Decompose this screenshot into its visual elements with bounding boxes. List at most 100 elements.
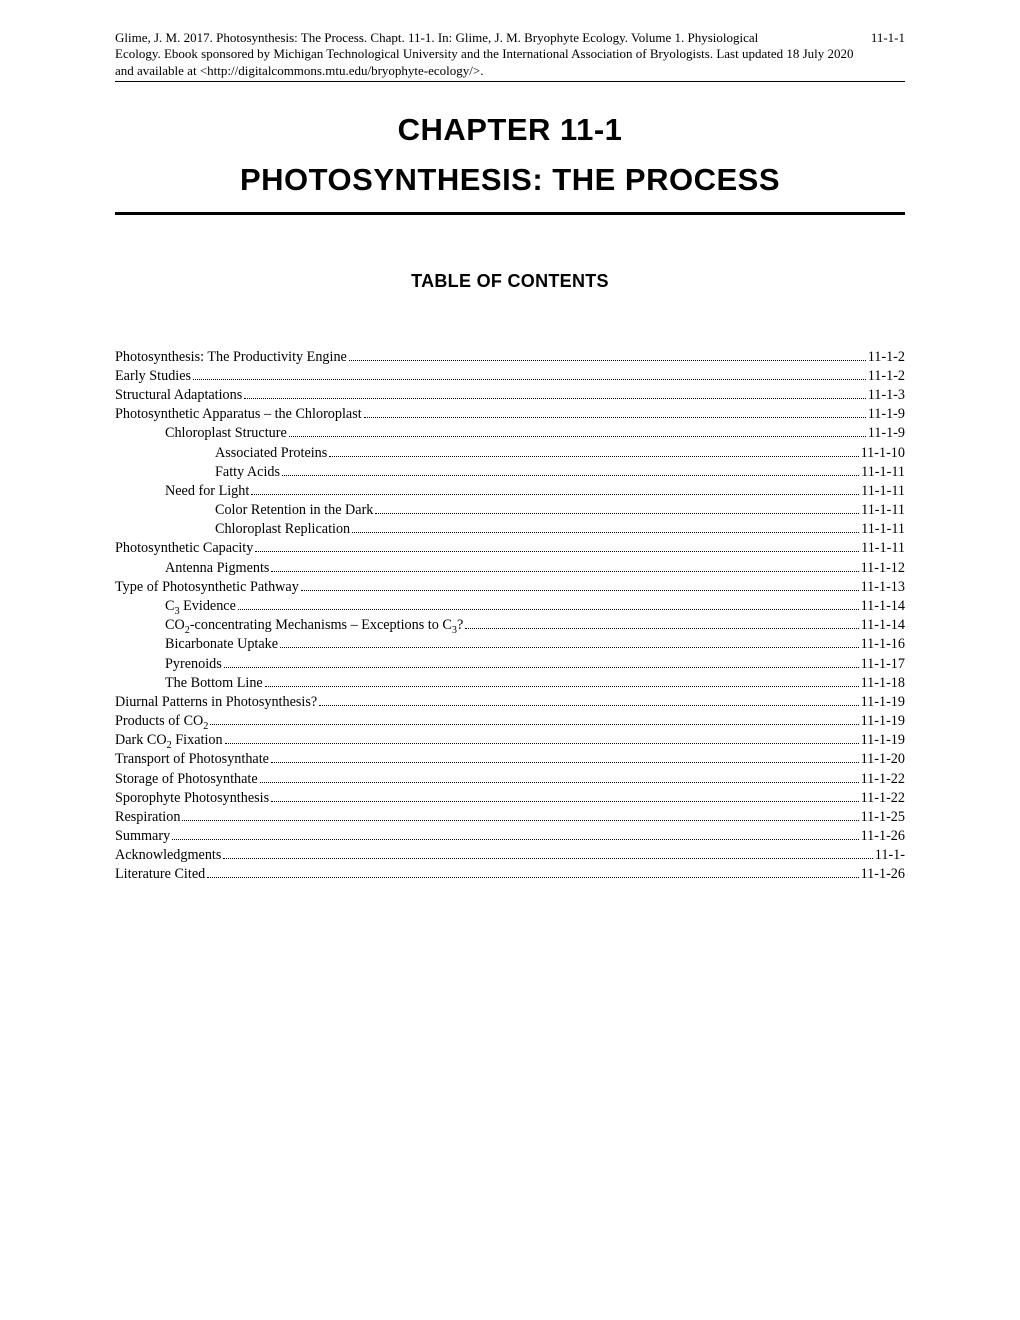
toc-page: 11-1-17: [861, 655, 905, 674]
toc-label: Literature Cited: [115, 865, 205, 884]
toc-leader-dots: [271, 571, 858, 572]
toc-leader-dots: [225, 743, 859, 744]
toc-leader-dots: [265, 686, 859, 687]
citation-line-3: and available at <http://digitalcommons.…: [115, 63, 905, 79]
toc-label: Chloroplast Replication: [215, 520, 350, 539]
toc-line: Summary 11-1-26: [115, 827, 905, 846]
toc-line: Transport of Photosynthate11-1-20: [115, 750, 905, 769]
toc-leader-dots: [280, 647, 859, 648]
toc-page: 11-1-25: [861, 808, 905, 827]
toc-label: Chloroplast Structure: [165, 424, 287, 443]
toc-label: Color Retention in the Dark: [215, 501, 373, 520]
toc-heading: TABLE OF CONTENTS: [115, 271, 905, 292]
toc-line: Color Retention in the Dark 11-1-11: [115, 501, 905, 520]
toc-leader-dots: [224, 667, 859, 668]
toc-label: Sporophyte Photosynthesis: [115, 789, 269, 808]
toc-page: 11-1-14: [861, 597, 905, 616]
toc-leader-dots: [301, 590, 859, 591]
toc-page: 11-1-2: [868, 367, 905, 386]
toc-page: 11-1-20: [861, 750, 905, 769]
toc-line: Storage of Photosynthate 11-1-22: [115, 770, 905, 789]
toc-page: 11-1-26: [861, 827, 905, 846]
toc-leader-dots: [182, 820, 858, 821]
toc-leader-dots: [244, 398, 865, 399]
toc-leader-dots: [319, 705, 858, 706]
toc-label: Associated Proteins: [215, 444, 327, 463]
toc-line: Respiration 11-1-25: [115, 808, 905, 827]
toc-label: CO2-concentrating Mechanisms – Exception…: [165, 616, 463, 635]
toc-leader-dots: [255, 551, 859, 552]
toc-label: Storage of Photosynthate: [115, 770, 258, 789]
toc-line: Photosynthesis: The Productivity Engine1…: [115, 348, 905, 367]
toc-line: CO2-concentrating Mechanisms – Exception…: [115, 616, 905, 635]
toc-label: Type of Photosynthetic Pathway: [115, 578, 299, 597]
toc-label: Structural Adaptations: [115, 386, 242, 405]
toc-leader-dots: [172, 839, 858, 840]
toc-line: Pyrenoids 11-1-17: [115, 655, 905, 674]
toc-leader-dots: [271, 801, 858, 802]
toc-line: Chloroplast Structure 11-1-9: [115, 424, 905, 443]
toc-line: Sporophyte Photosynthesis 11-1-22: [115, 789, 905, 808]
toc-label: Dark CO2 Fixation: [115, 731, 223, 750]
header-rule: [115, 81, 905, 82]
toc-line: Bicarbonate Uptake 11-1-16: [115, 635, 905, 654]
toc-leader-dots: [193, 379, 866, 380]
toc-label: Antenna Pigments: [165, 559, 269, 578]
toc-leader-dots: [349, 360, 866, 361]
toc-line: Photosynthetic Apparatus – the Chloropla…: [115, 405, 905, 424]
chapter-subtitle: PHOTOSYNTHESIS: THE PROCESS: [115, 162, 905, 198]
toc-line: Associated Proteins11-1-10: [115, 444, 905, 463]
toc-page: 11-1-19: [861, 712, 905, 731]
toc-page: 11-1-12: [861, 559, 905, 578]
toc-label: Photosynthetic Capacity: [115, 539, 253, 558]
toc-label: Pyrenoids: [165, 655, 222, 674]
toc-line: Early Studies 11-1-2: [115, 367, 905, 386]
toc-line: Antenna Pigments 11-1-12: [115, 559, 905, 578]
toc-page: 11-1-: [875, 846, 905, 865]
toc-page: 11-1-11: [861, 501, 905, 520]
toc-page: 11-1-14: [861, 616, 905, 635]
toc-page: 11-1-22: [861, 789, 905, 808]
toc-label: Acknowledgments: [115, 846, 221, 865]
toc-leader-dots: [282, 475, 859, 476]
toc-line: Need for Light 11-1-11: [115, 482, 905, 501]
toc-label: Respiration: [115, 808, 180, 827]
toc-leader-dots: [375, 513, 859, 514]
page-number: 11-1-1: [871, 30, 905, 46]
toc-page: 11-1-22: [861, 770, 905, 789]
toc-line: Acknowledgments 11-1-: [115, 846, 905, 865]
toc-line: Diurnal Patterns in Photosynthesis?11-1-…: [115, 693, 905, 712]
toc-line: Dark CO2 Fixation11-1-19: [115, 731, 905, 750]
toc-leader-dots: [364, 417, 866, 418]
toc-page: 11-1-11: [861, 482, 905, 501]
toc-label: Need for Light: [165, 482, 249, 501]
toc-leader-dots: [210, 724, 858, 725]
toc-line: Products of CO211-1-19: [115, 712, 905, 731]
running-header: Glime, J. M. 2017. Photosynthesis: The P…: [115, 30, 905, 79]
toc-label: Summary: [115, 827, 170, 846]
toc-page: 11-1-13: [861, 578, 905, 597]
header-row: Glime, J. M. 2017. Photosynthesis: The P…: [115, 30, 905, 46]
toc-label: The Bottom Line: [165, 674, 263, 693]
toc-label: Early Studies: [115, 367, 191, 386]
toc-page: 11-1-16: [861, 635, 905, 654]
toc-page: 11-1-9: [868, 405, 905, 424]
toc-leader-dots: [207, 877, 858, 878]
toc-leader-dots: [223, 858, 872, 859]
toc-page: 11-1-11: [861, 539, 905, 558]
toc-page: 11-1-9: [868, 424, 905, 443]
toc-label: Bicarbonate Uptake: [165, 635, 278, 654]
toc-page: 11-1-11: [861, 520, 905, 539]
toc-leader-dots: [271, 762, 859, 763]
title-rule: [115, 212, 905, 215]
toc-page: 11-1-2: [868, 348, 905, 367]
toc-leader-dots: [238, 609, 859, 610]
toc-line: Type of Photosynthetic Pathway 11-1-13: [115, 578, 905, 597]
toc-line: Chloroplast Replication 11-1-11: [115, 520, 905, 539]
toc-leader-dots: [329, 456, 858, 457]
toc-line: Structural Adaptations11-1-3: [115, 386, 905, 405]
chapter-number-title: CHAPTER 11-1: [115, 112, 905, 148]
citation-line-2: Ecology. Ebook sponsored by Michigan Tec…: [115, 46, 905, 62]
toc-line: Photosynthetic Capacity 11-1-11: [115, 539, 905, 558]
toc-line: The Bottom Line11-1-18: [115, 674, 905, 693]
